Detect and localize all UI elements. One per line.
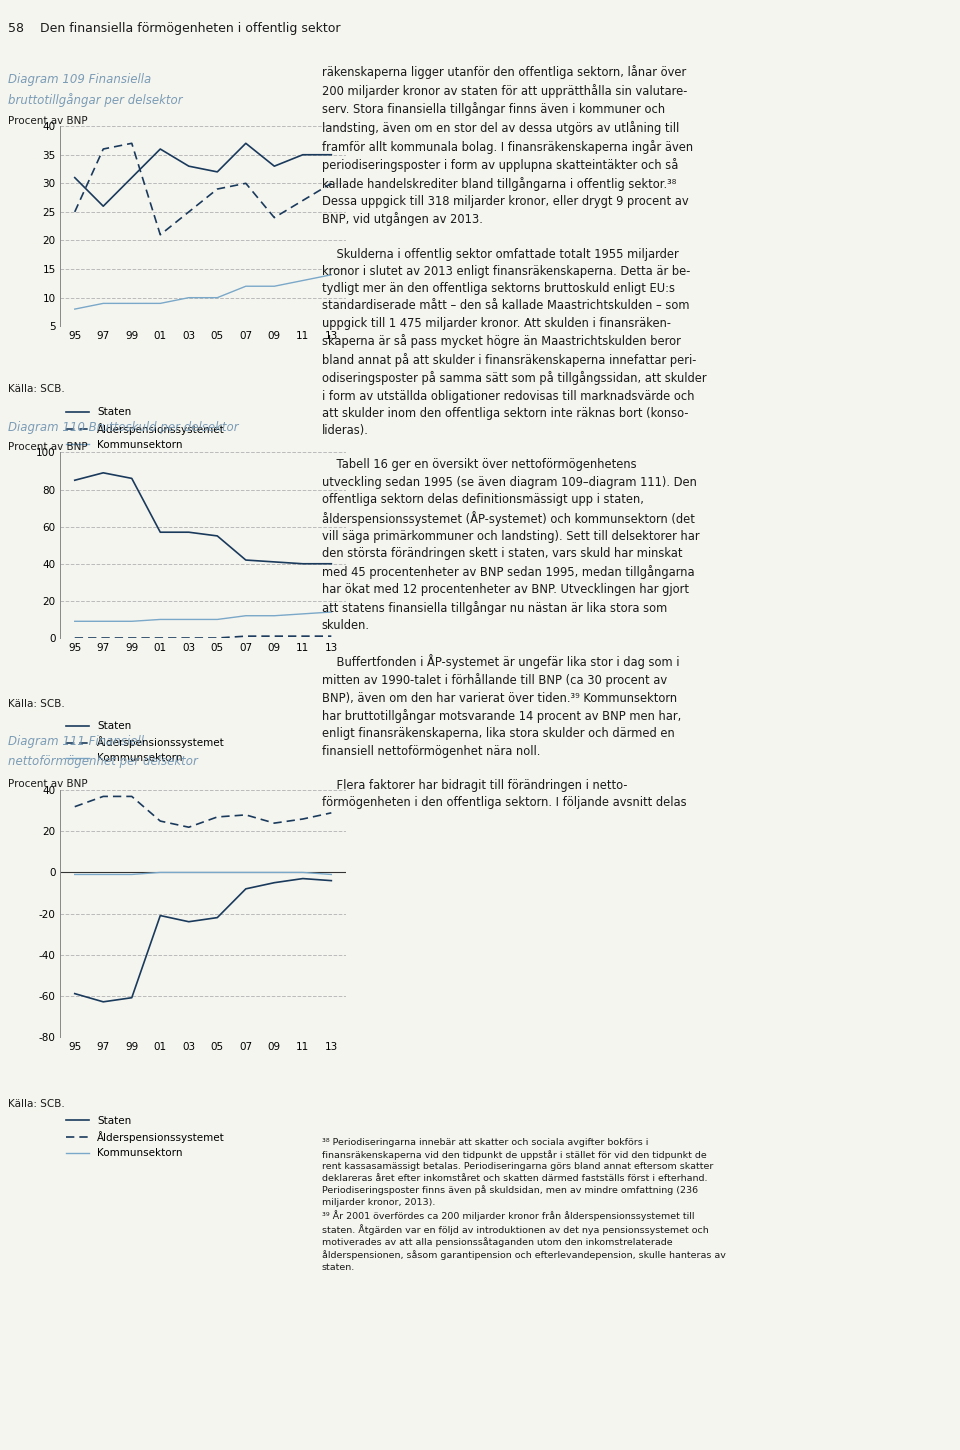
Text: bruttotillgångar per delsektor: bruttotillgångar per delsektor [8,93,182,107]
Text: nettoförmögenhet per delsektor: nettoförmögenhet per delsektor [8,755,198,768]
Text: Diagram 109 Finansiella: Diagram 109 Finansiella [8,72,151,86]
Text: Procent av BNP: Procent av BNP [8,442,87,452]
Text: Källa: SCB.: Källa: SCB. [8,699,64,709]
Legend: Staten, Ålderspensionssystemet, Kommunsektorn: Staten, Ålderspensionssystemet, Kommunse… [65,721,225,764]
Text: Källa: SCB.: Källa: SCB. [8,1099,64,1109]
Text: Källa: SCB.: Källa: SCB. [8,384,64,394]
Legend: Staten, Ålderspensionssystemet, Kommunsektorn: Staten, Ålderspensionssystemet, Kommunse… [65,407,225,450]
Text: 58    Den finansiella förmögenheten i offentlig sektor: 58 Den finansiella förmögenheten i offen… [8,22,340,35]
Text: Diagram 110 Bruttoskuld per delsektor: Diagram 110 Bruttoskuld per delsektor [8,420,238,434]
Text: Procent av BNP: Procent av BNP [8,116,87,126]
Text: räkenskaperna ligger utanför den offentliga sektorn, lånar över
200 miljarder kr: räkenskaperna ligger utanför den offentl… [322,65,707,809]
Legend: Staten, Ålderspensionssystemet, Kommunsektorn: Staten, Ålderspensionssystemet, Kommunse… [65,1116,225,1159]
Text: Procent av BNP: Procent av BNP [8,779,87,789]
Text: Diagram 111 Finansiell: Diagram 111 Finansiell [8,735,144,748]
Text: ³⁸ Periodiseringarna innebär att skatter och sociala avgifter bokförs i
finansrä: ³⁸ Periodiseringarna innebär att skatter… [322,1138,726,1272]
